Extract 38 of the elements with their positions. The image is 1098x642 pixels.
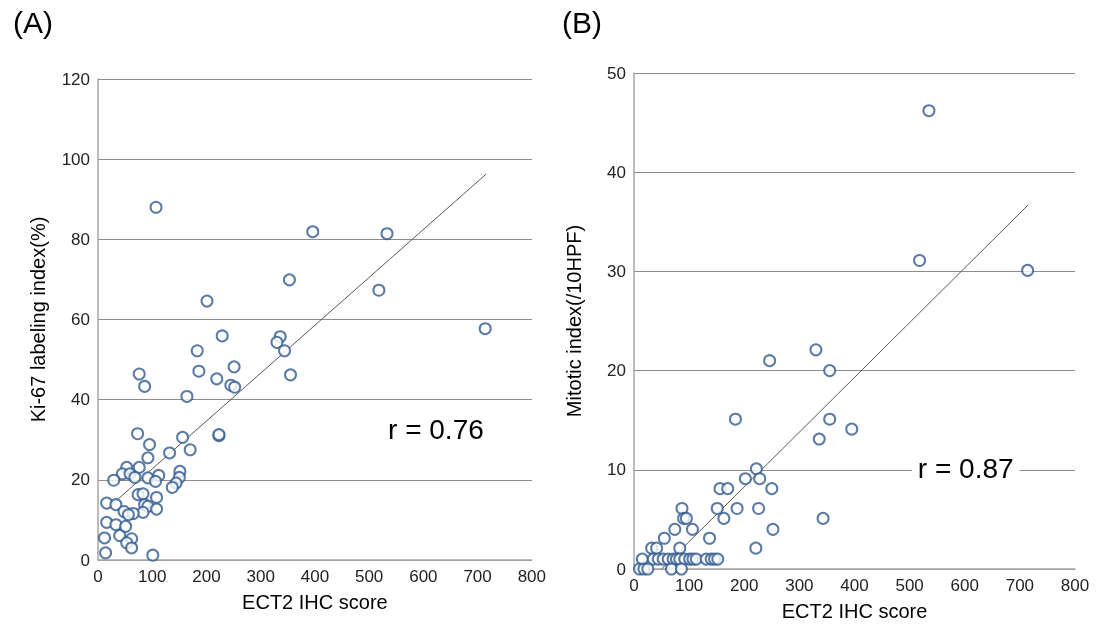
x-tick-label: 300 — [246, 567, 275, 586]
annotation: r = 0.76 — [388, 414, 484, 446]
x-tick-label: 800 — [517, 567, 547, 586]
x-tick-label: 500 — [895, 576, 924, 595]
chart-title: (A) — [13, 5, 53, 39]
y-tick-label: 50 — [607, 63, 626, 83]
x-tick-label: 300 — [785, 576, 814, 595]
x-tick-label: 400 — [300, 567, 330, 586]
x-tick-label: 200 — [730, 576, 759, 595]
y-tick-label: 20 — [71, 470, 90, 490]
x-tick-label: 600 — [950, 576, 979, 595]
x-axis-title: ECT2 IHC score — [242, 591, 388, 613]
chart-title: (B) — [562, 5, 602, 39]
x-axis-title: ECT2 IHC score — [781, 600, 928, 622]
y-tick-label: 60 — [71, 310, 90, 329]
x-tick-label: 0 — [93, 567, 103, 586]
x-tick-label: 100 — [138, 567, 167, 586]
y-axis-title: Ki-67 labeling index(%) — [27, 216, 49, 423]
x-tick-label: 400 — [840, 576, 869, 595]
y-tick-label: 0 — [80, 550, 90, 570]
x-tick-label: 100 — [674, 576, 704, 595]
x-tick-label: 500 — [354, 567, 384, 586]
y-tick-label: 20 — [607, 361, 626, 381]
y-tick-label: 40 — [607, 162, 626, 182]
y-tick-label: 120 — [61, 69, 90, 89]
y-tick-label: 100 — [61, 149, 90, 169]
y-axis-title: Mitotic index(/10HPF) — [563, 224, 585, 418]
x-tick-label: 600 — [409, 567, 438, 586]
x-tick-label: 700 — [1005, 576, 1035, 595]
x-tick-label: 0 — [629, 576, 639, 595]
x-tick-label: 700 — [463, 567, 492, 586]
y-tick-label: 40 — [71, 390, 90, 410]
annotation: r = 0.87 — [917, 453, 1014, 485]
y-tick-label: 10 — [607, 460, 626, 480]
y-tick-label: 30 — [607, 261, 626, 281]
x-tick-label: 800 — [1060, 576, 1090, 595]
x-tick-label: 200 — [192, 567, 221, 586]
y-tick-label: 80 — [71, 229, 90, 249]
